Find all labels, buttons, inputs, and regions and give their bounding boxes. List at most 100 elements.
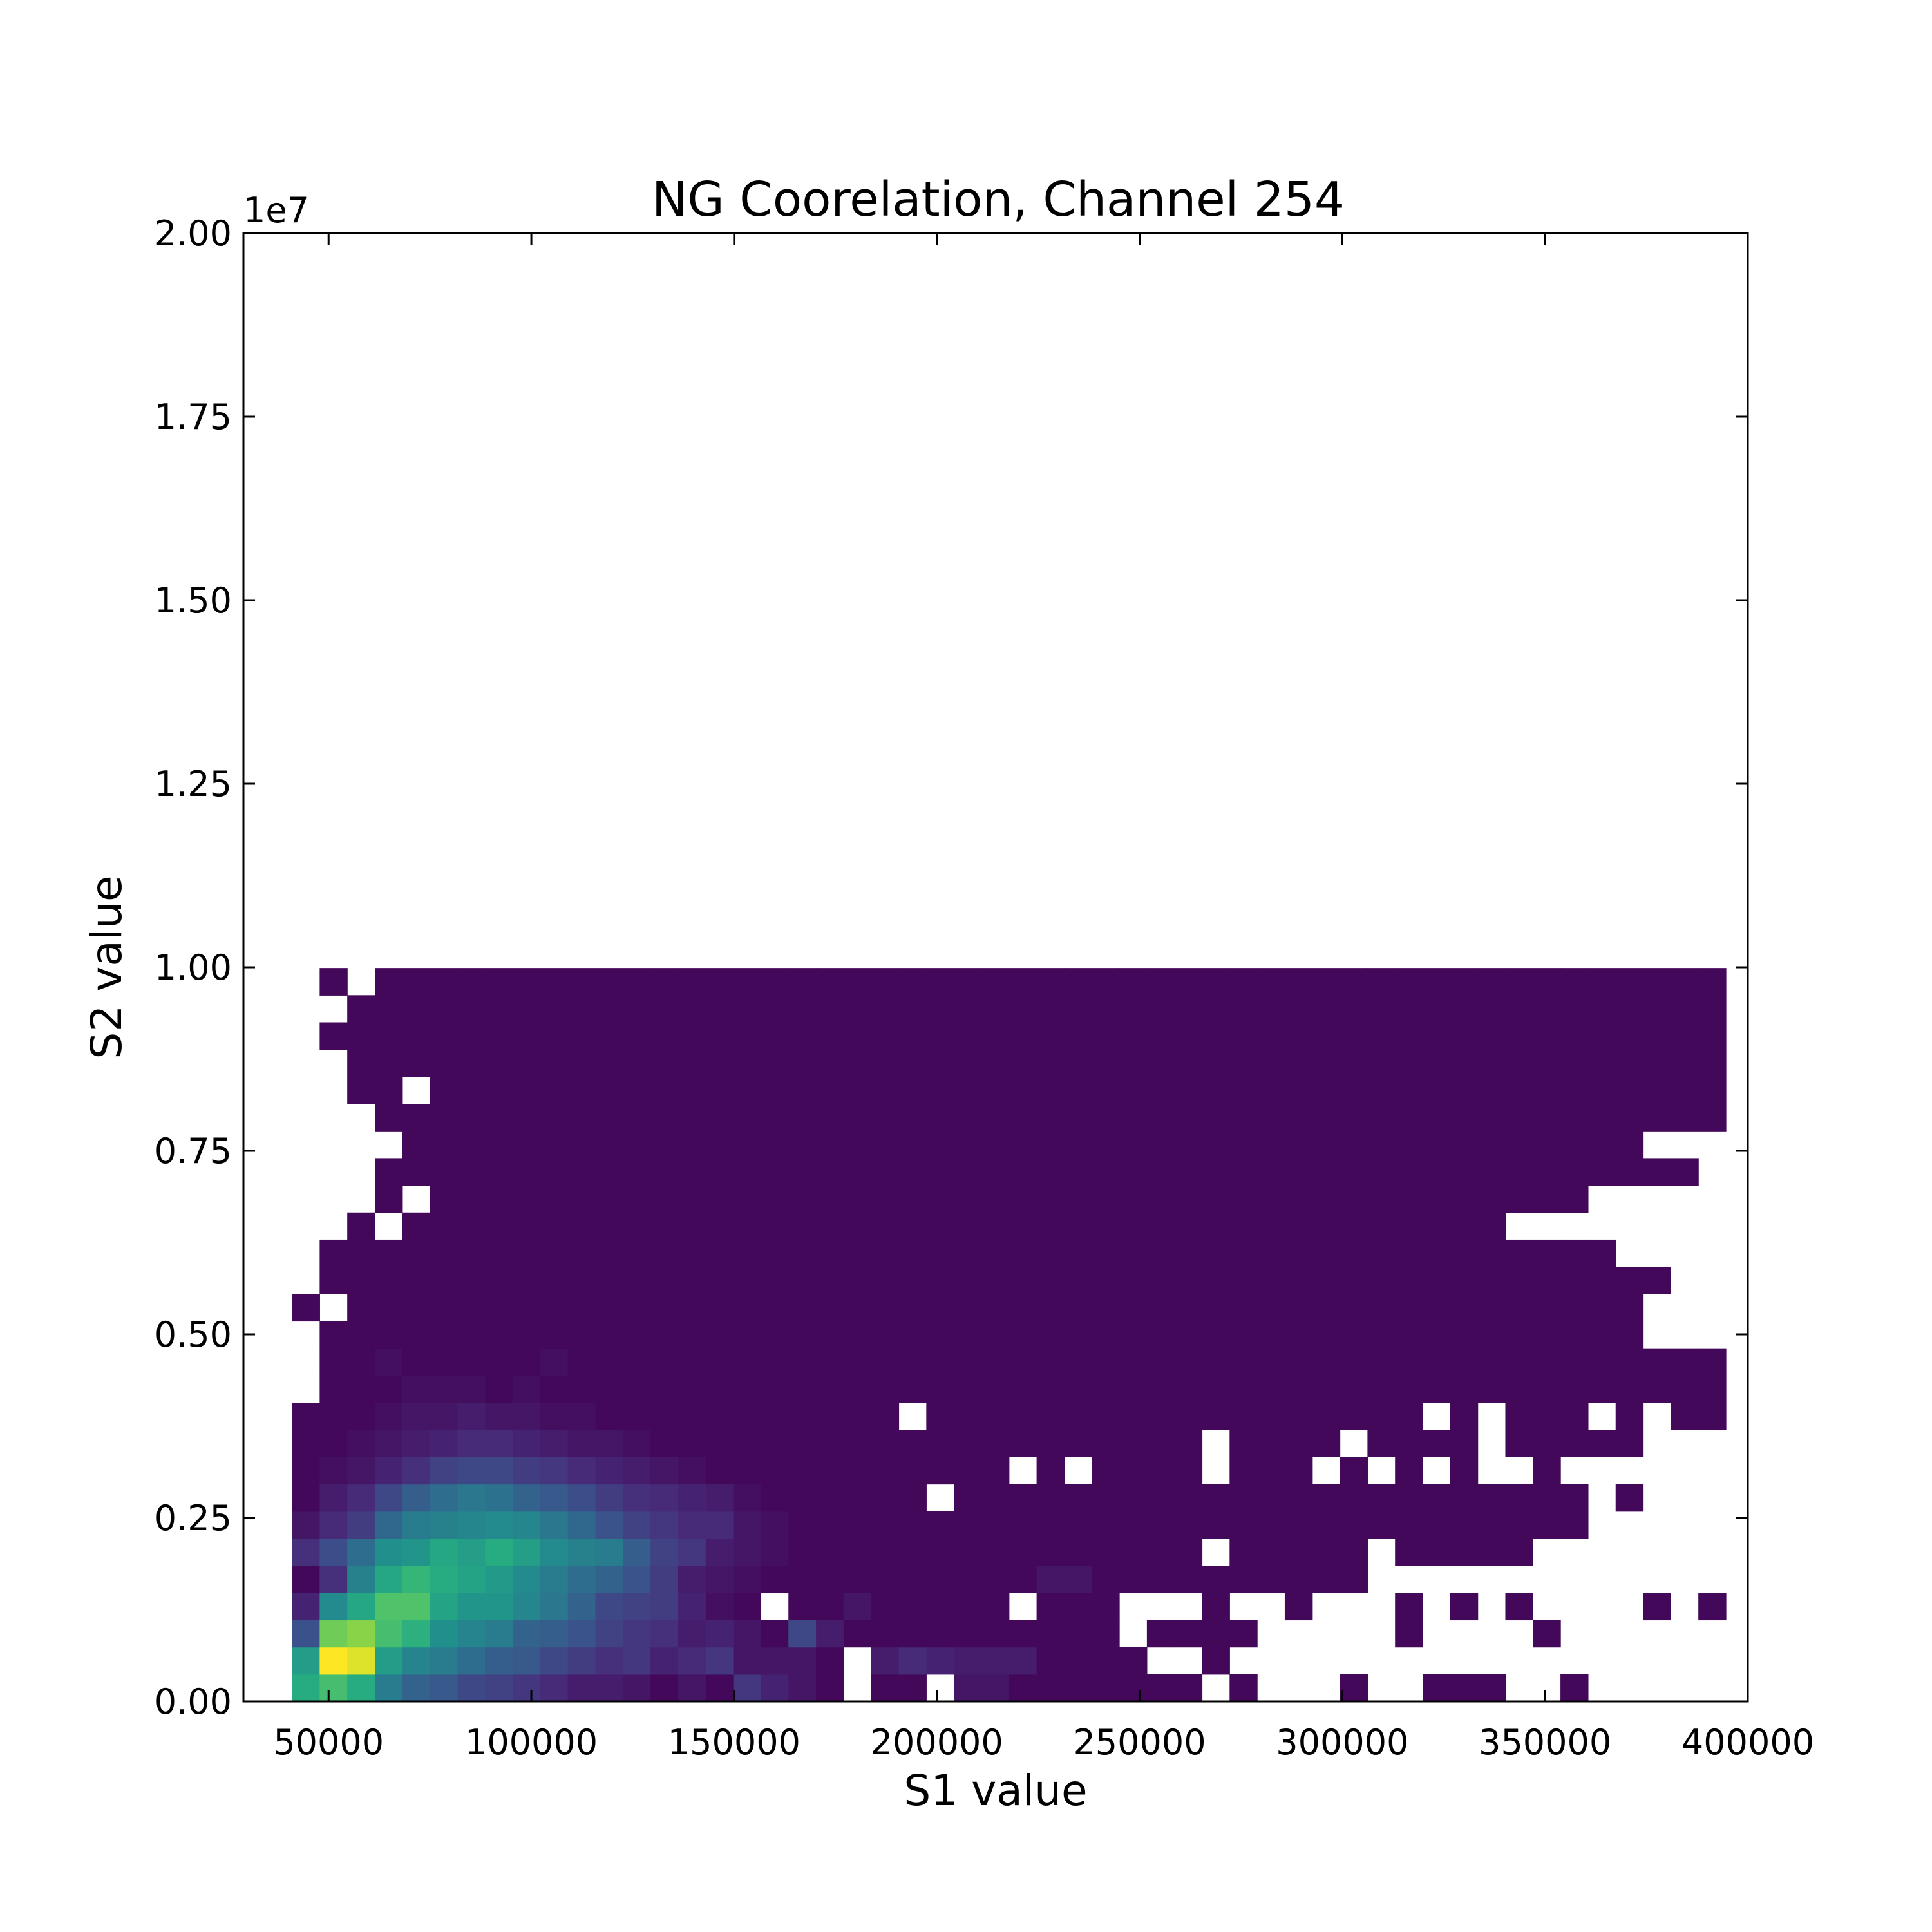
heatmap-cell — [402, 1239, 431, 1267]
heatmap-cell — [1229, 1430, 1258, 1457]
heatmap-cell — [954, 1566, 982, 1593]
heatmap-cell — [1560, 1484, 1589, 1512]
heatmap-cell — [1284, 1239, 1313, 1267]
heatmap-cell — [1505, 1403, 1533, 1430]
heatmap-cell — [485, 1104, 513, 1132]
heatmap-cell — [1036, 1185, 1065, 1213]
heatmap-cell — [1643, 1593, 1671, 1621]
heatmap-cell — [1395, 1511, 1423, 1539]
heatmap-cell — [1119, 1403, 1148, 1430]
heatmap-cell — [1367, 995, 1396, 1023]
heatmap-cell — [926, 1457, 954, 1485]
heatmap-cell — [650, 1076, 679, 1104]
heatmap-cell — [1671, 1403, 1699, 1430]
heatmap-cell — [595, 1022, 623, 1050]
heatmap-cell — [1450, 1158, 1479, 1186]
heatmap-cell — [430, 1484, 459, 1512]
heatmap-cell — [1587, 1158, 1616, 1186]
heatmap-cell — [1119, 1538, 1148, 1566]
heatmap-cell — [954, 1212, 982, 1240]
heatmap-cell — [677, 968, 706, 996]
heatmap-cell — [540, 1430, 569, 1457]
heatmap-cell — [843, 1158, 872, 1186]
heatmap-cell — [1505, 968, 1533, 996]
heatmap-cell — [761, 1511, 789, 1539]
heatmap-cell — [1284, 1022, 1313, 1050]
heatmap-cell — [485, 1674, 513, 1702]
heatmap-cell — [1146, 1267, 1175, 1294]
heatmap-cell — [1643, 1158, 1671, 1186]
heatmap-cell — [1423, 1239, 1451, 1267]
heatmap-cell — [1202, 1620, 1230, 1648]
heatmap-cell — [623, 1375, 651, 1403]
heatmap-cell — [595, 995, 623, 1023]
heatmap-cell — [926, 1239, 954, 1267]
heatmap-cell — [981, 995, 1010, 1023]
heatmap-cell — [1587, 1321, 1616, 1349]
y-tick-label: 1.25 — [155, 764, 232, 804]
heatmap-cell — [623, 1022, 651, 1050]
heatmap-cell — [1229, 1538, 1258, 1566]
heatmap-cell — [705, 1158, 734, 1186]
heatmap-cell — [954, 1375, 982, 1403]
heatmap-cell — [1671, 1158, 1699, 1186]
heatmap-cell — [319, 1375, 348, 1403]
heatmap-cell — [1395, 1375, 1423, 1403]
heatmap-cell — [1505, 1185, 1533, 1213]
heatmap-cell — [595, 1321, 623, 1349]
heatmap-cell — [375, 1239, 403, 1267]
heatmap-cell — [1229, 1511, 1258, 1539]
heatmap-cell — [1312, 1267, 1341, 1294]
heatmap-cell — [430, 1212, 459, 1240]
heatmap-cell — [761, 968, 789, 996]
heatmap-cell — [1229, 1158, 1258, 1186]
heatmap-cell — [623, 1674, 651, 1702]
heatmap-cell — [1229, 1375, 1258, 1403]
heatmap-cell — [1340, 1403, 1368, 1430]
heatmap-cell — [898, 1511, 927, 1539]
heatmap-cell — [1395, 1403, 1423, 1430]
heatmap-cell — [1340, 1212, 1368, 1240]
heatmap-cell — [1395, 1076, 1423, 1104]
x-tick-label: 400000 — [1681, 1722, 1814, 1763]
heatmap-cell — [1340, 1022, 1368, 1050]
heatmap-cell — [1423, 968, 1451, 996]
heatmap-cell — [402, 995, 431, 1023]
heatmap-cell — [843, 1104, 872, 1132]
heatmap-cell — [623, 1267, 651, 1294]
heatmap-cell — [650, 1674, 679, 1702]
heatmap-cell — [871, 1158, 900, 1186]
heatmap-cell — [1395, 1185, 1423, 1213]
heatmap-cell — [1257, 1403, 1285, 1430]
heatmap-cell — [733, 1321, 762, 1349]
heatmap-cell — [1146, 1049, 1175, 1077]
heatmap-cell — [705, 1403, 734, 1430]
heatmap-cell — [485, 1375, 513, 1403]
heatmap-cell — [457, 1511, 486, 1539]
heatmap-cell — [677, 1076, 706, 1104]
heatmap-cell — [954, 995, 982, 1023]
heatmap-cell — [871, 995, 900, 1023]
heatmap-cell — [1533, 1267, 1561, 1294]
heatmap-cell — [1312, 1104, 1341, 1132]
x-tick-label: 250000 — [1073, 1722, 1206, 1763]
heatmap-cell — [540, 1484, 569, 1512]
heatmap-cell — [319, 1239, 348, 1267]
heatmap-cell — [733, 1267, 762, 1294]
heatmap-cell — [375, 1430, 403, 1457]
heatmap-cell — [1533, 1375, 1561, 1403]
heatmap-cell — [567, 1403, 596, 1430]
heatmap-cell — [1174, 1158, 1203, 1186]
heatmap-cell — [788, 968, 817, 996]
heatmap-cell — [650, 1022, 679, 1050]
heatmap-cell — [898, 1022, 927, 1050]
heatmap-cell — [1340, 1321, 1368, 1349]
heatmap-cell — [1533, 968, 1561, 996]
heatmap-cell — [705, 995, 734, 1023]
heatmap-cell — [1340, 1131, 1368, 1159]
heatmap-cell — [347, 1321, 375, 1349]
heatmap-cell — [1395, 1593, 1423, 1621]
heatmap-cell — [485, 1348, 513, 1376]
heatmap-cell — [595, 1131, 623, 1159]
heatmap-cell — [1146, 1566, 1175, 1593]
